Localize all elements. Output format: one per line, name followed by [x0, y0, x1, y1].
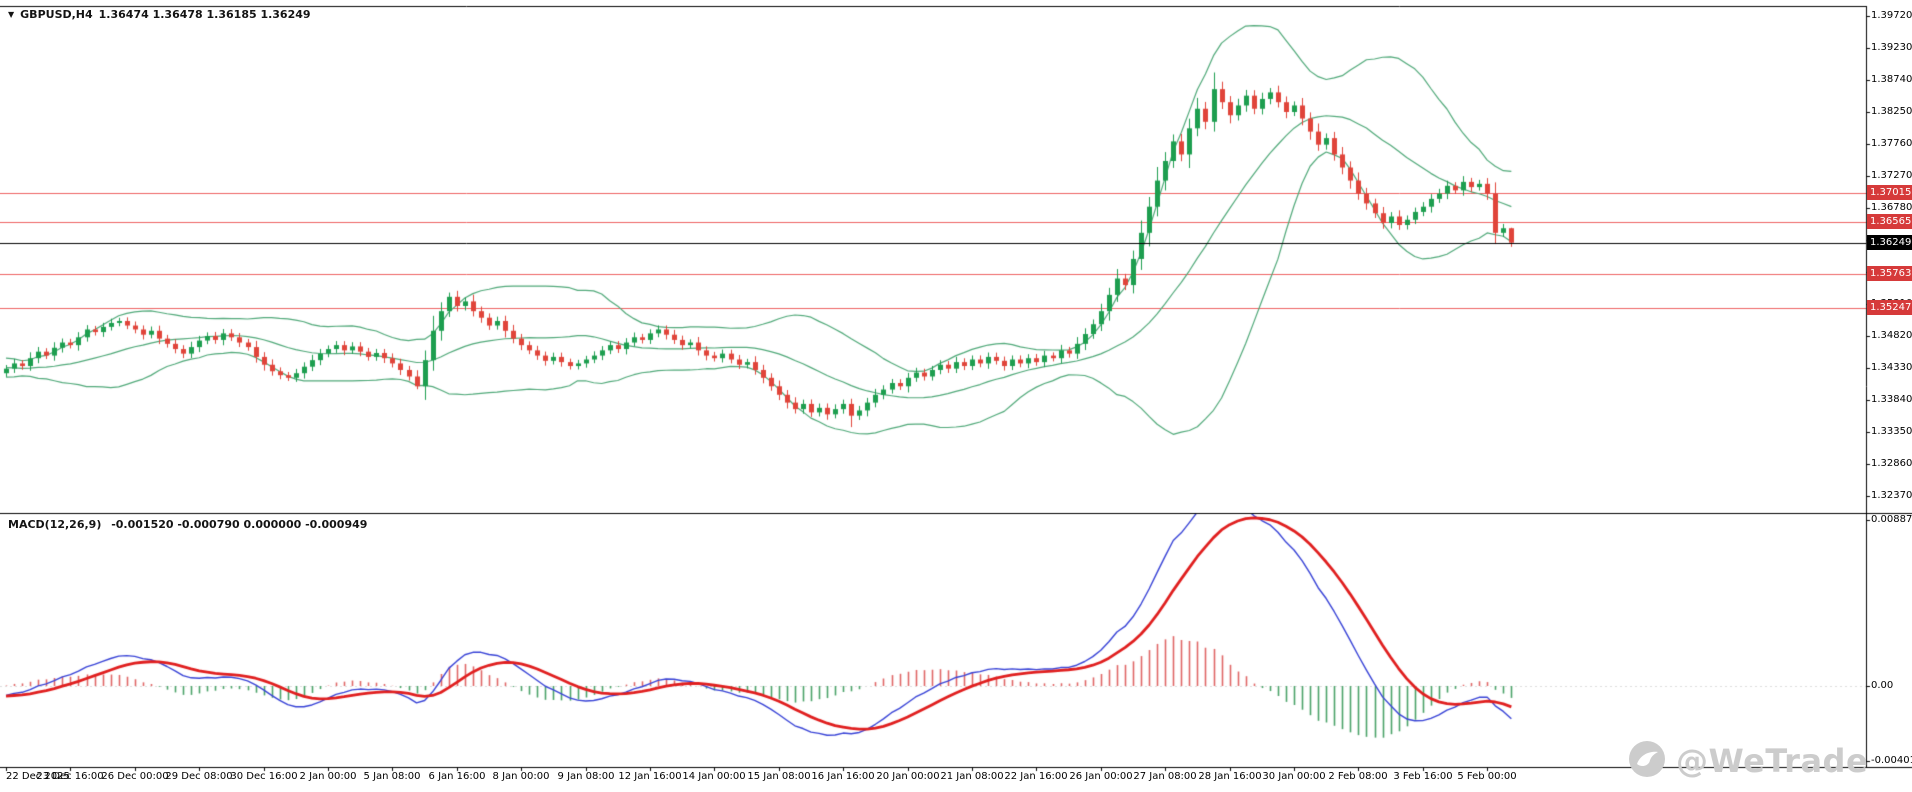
- current-price-tag: 1.36249: [1867, 235, 1912, 250]
- time-axis-label: 22 Dec 2025: [6, 771, 70, 782]
- hline-price-tag[interactable]: 1.35247: [1867, 300, 1912, 315]
- time-axis-label: 15 Jan 08:00: [747, 771, 811, 782]
- time-axis-label: 22 Jan 16:00: [1004, 771, 1068, 782]
- time-axis-label: 6 Jan 16:00: [428, 771, 486, 782]
- price-axis-label: 1.37760: [1871, 138, 1912, 149]
- hline-price-tag[interactable]: 1.36565: [1867, 214, 1912, 229]
- price-axis-label: 1.38250: [1871, 106, 1912, 117]
- time-axis-label: 29 Dec 08:00: [165, 771, 233, 782]
- time-axis-label: 16 Jan 16:00: [811, 771, 875, 782]
- time-axis-label: 3 Feb 16:00: [1393, 771, 1453, 782]
- time-axis-label: 5 Feb 00:00: [1457, 771, 1517, 782]
- price-axis-label: 1.39230: [1871, 42, 1912, 53]
- price-axis-label: 1.36780: [1871, 202, 1912, 213]
- symbol-dropdown-icon[interactable]: ▼: [8, 9, 15, 19]
- macd-indicator-label: MACD(12,26,9) -0.001520 -0.000790 0.0000…: [8, 518, 367, 531]
- macd-name: MACD(12,26,9): [8, 518, 102, 531]
- time-axis-label: 21 Jan 08:00: [940, 771, 1004, 782]
- time-axis-label: 20 Jan 00:00: [876, 771, 940, 782]
- price-axis-label: 1.34330: [1871, 362, 1912, 373]
- time-axis-label: 30 Dec 16:00: [230, 771, 298, 782]
- price-axis-label: 1.37270: [1871, 170, 1912, 181]
- time-axis-label: 5 Jan 08:00: [363, 771, 421, 782]
- time-axis-label: 27 Jan 08:00: [1133, 771, 1197, 782]
- time-axis-label: 8 Jan 00:00: [492, 771, 550, 782]
- wetrade-watermark: @WeTrade: [1628, 740, 1868, 782]
- time-axis-label: 2 Jan 00:00: [299, 771, 357, 782]
- price-axis-label: 1.33350: [1871, 426, 1912, 437]
- price-axis-label: 1.39720: [1871, 10, 1912, 21]
- wetrade-logo-icon: [1628, 740, 1666, 782]
- price-axis-label: 1.32860: [1871, 458, 1912, 469]
- price-axis-label: 1.33840: [1871, 394, 1912, 405]
- time-axis-label: 2 Feb 08:00: [1328, 771, 1388, 782]
- time-axis-label: 26 Dec 00:00: [101, 771, 169, 782]
- symbol-ohlc-values: 1.36474 1.36478 1.36185 1.36249: [98, 8, 311, 21]
- time-axis-label: 30 Jan 00:00: [1262, 771, 1326, 782]
- time-axis-label: 12 Jan 16:00: [618, 771, 682, 782]
- hline-price-tag[interactable]: 1.37015: [1867, 185, 1912, 200]
- price-axis-label: 1.34820: [1871, 330, 1912, 341]
- macd-values: -0.001520 -0.000790 0.000000 -0.000949: [111, 518, 368, 531]
- time-axis-label: 9 Jan 08:00: [557, 771, 615, 782]
- watermark-text: @WeTrade: [1676, 742, 1869, 780]
- hline-price-tag[interactable]: 1.35763: [1867, 266, 1912, 281]
- time-axis-label: 26 Jan 00:00: [1069, 771, 1133, 782]
- price-axis-label: 1.38740: [1871, 74, 1912, 85]
- macd-axis-label: 0.008872: [1871, 514, 1912, 525]
- chart-symbol-title: ▼ GBPUSD,H4 1.36474 1.36478 1.36185 1.36…: [8, 8, 311, 21]
- time-axis-label: 23 Dec 16:00: [36, 771, 104, 782]
- time-axis-label: 28 Jan 16:00: [1198, 771, 1262, 782]
- macd-axis-label: -0.004010: [1871, 755, 1912, 766]
- time-axis-label: 14 Jan 00:00: [682, 771, 746, 782]
- macd-axis-label: 0.00: [1871, 680, 1894, 691]
- price-axis-label: 1.32370: [1871, 490, 1912, 501]
- symbol-text: GBPUSD,H4: [20, 8, 93, 21]
